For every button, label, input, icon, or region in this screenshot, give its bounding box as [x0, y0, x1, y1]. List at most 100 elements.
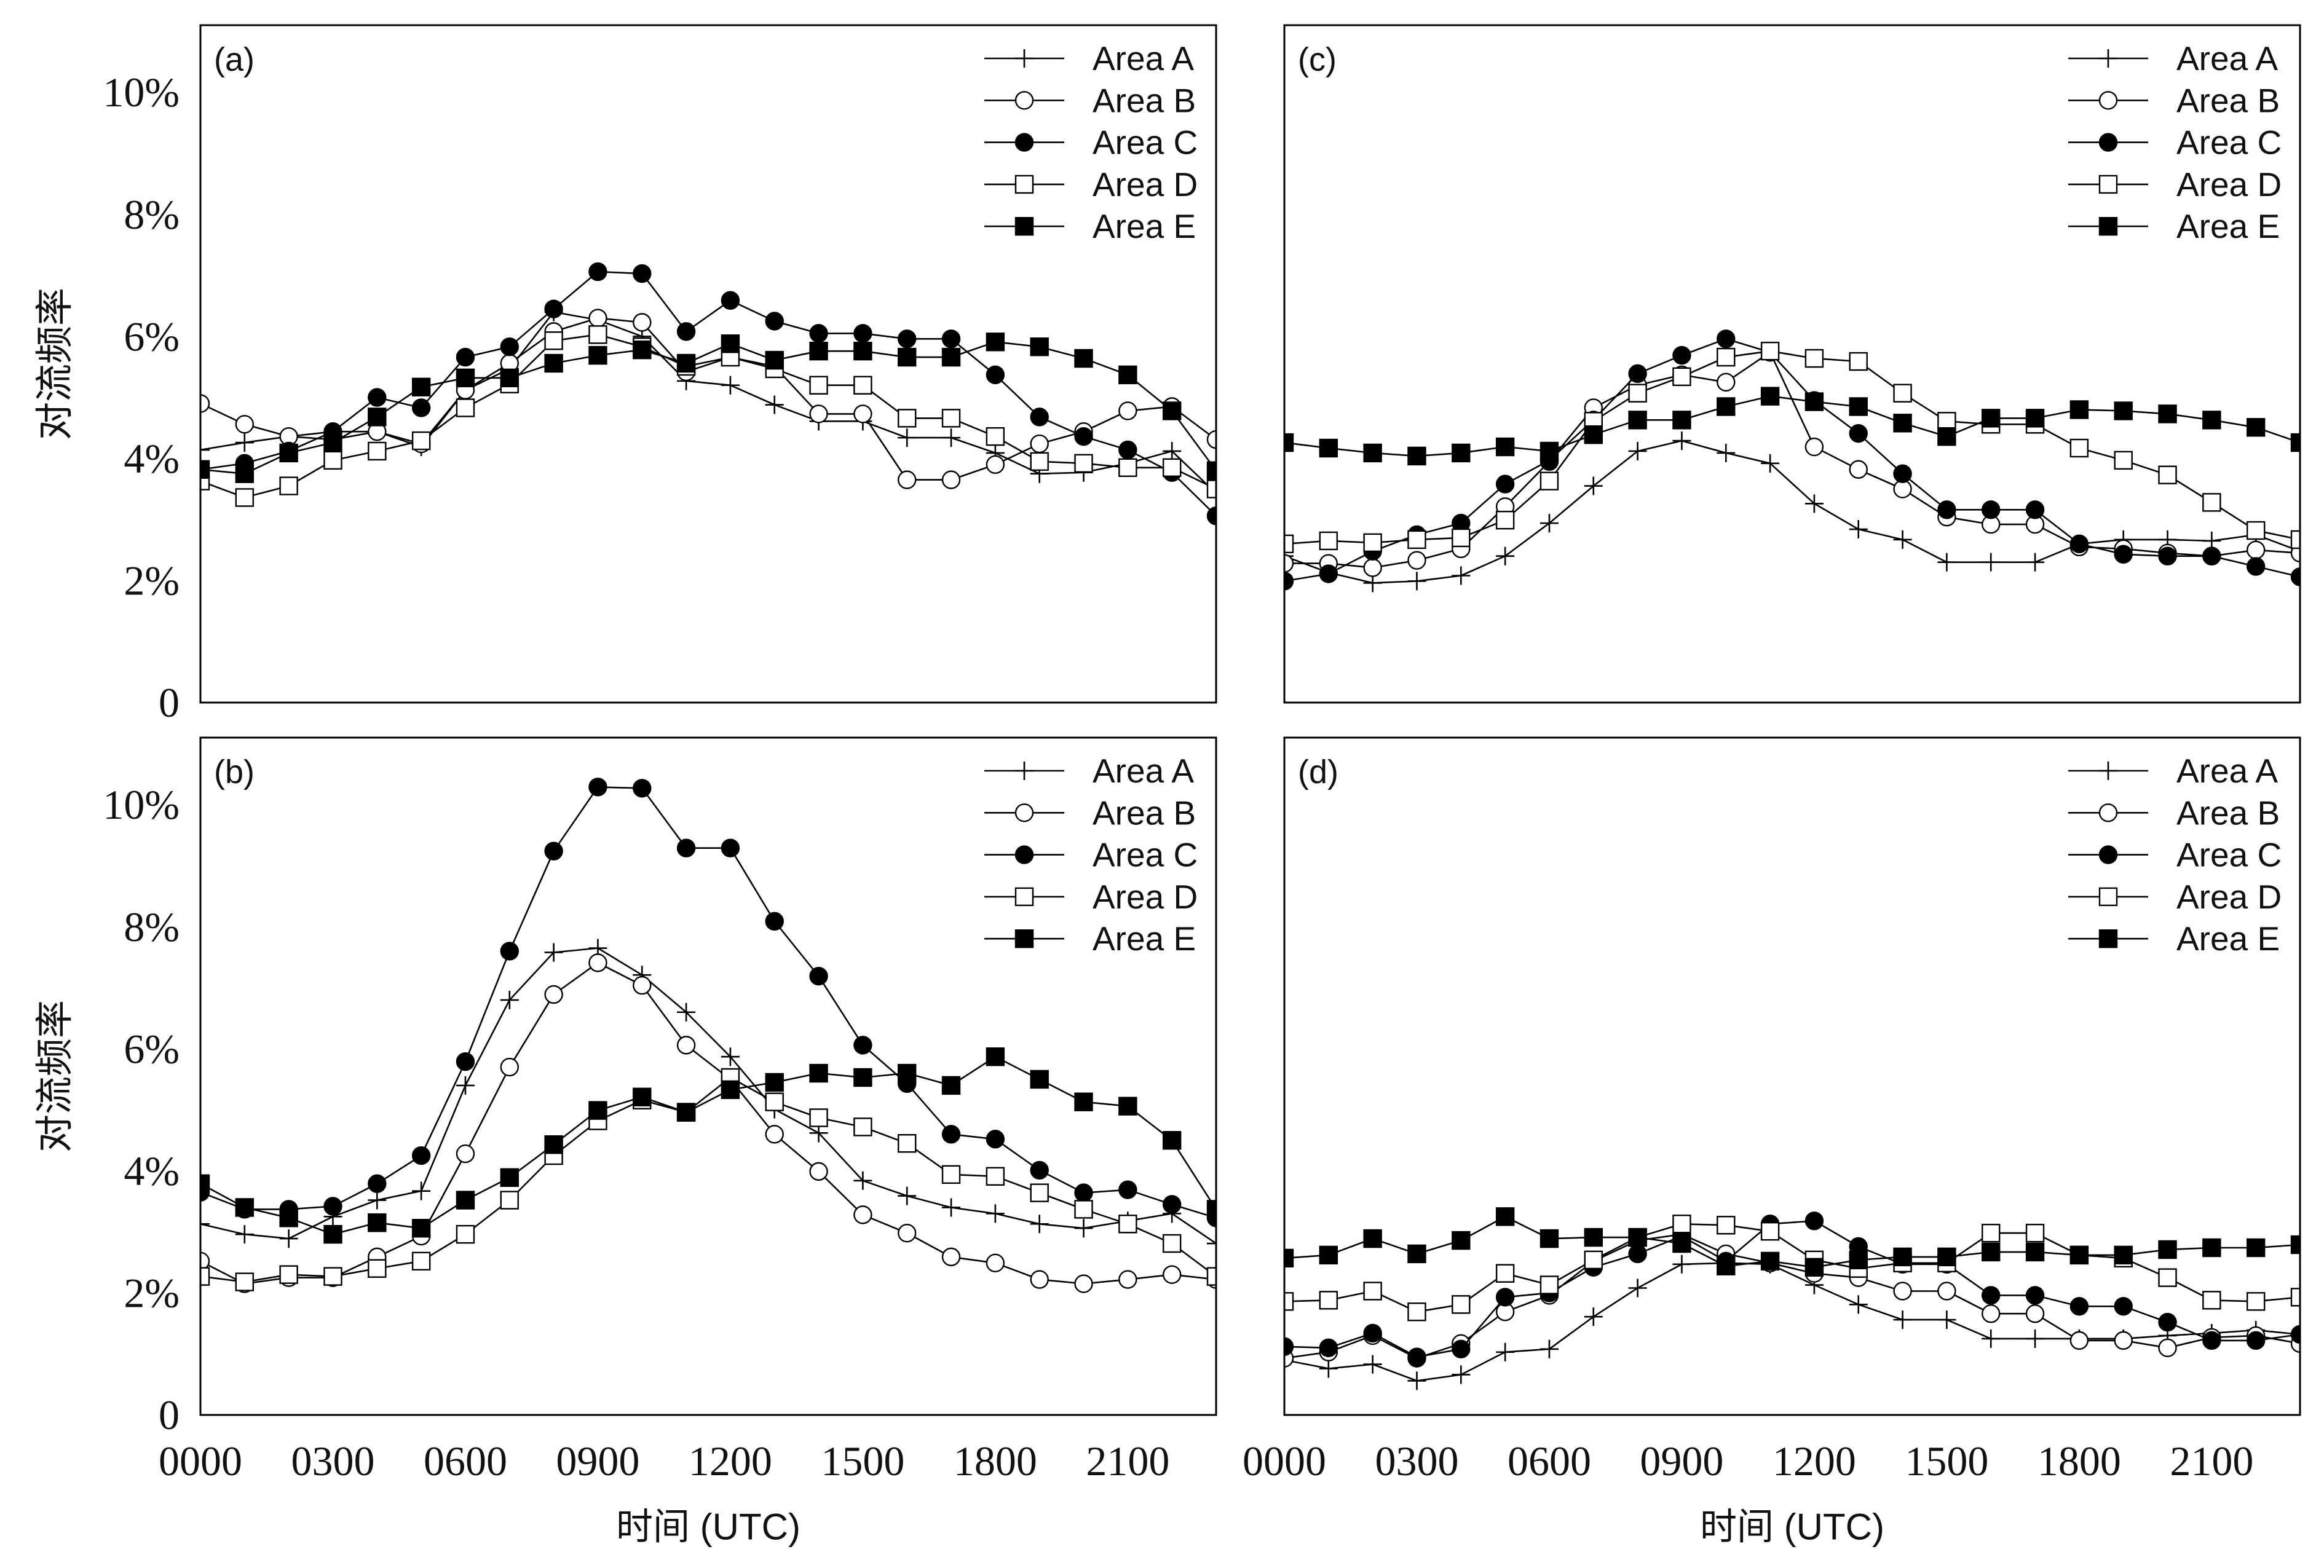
data-point-area-b	[1982, 1304, 2001, 1323]
data-point-area-d	[500, 1191, 519, 1210]
legend-label: Area A	[1093, 39, 1194, 77]
data-point-area-a	[544, 943, 563, 962]
data-point-area-a	[1539, 514, 1559, 533]
data-point-area-d	[1319, 531, 1338, 551]
data-point-area-d	[1849, 352, 1868, 371]
legend-marker-filled-circle	[2098, 133, 2118, 152]
data-point-area-d	[1760, 1221, 1780, 1241]
y-tick-label: 6%	[124, 1025, 180, 1072]
data-point-area-e	[1284, 1248, 1294, 1268]
legend-label: Area E	[2176, 920, 2280, 958]
data-point-area-d	[1407, 530, 1426, 550]
data-point-area-c	[721, 838, 740, 857]
data-point-area-e	[456, 368, 475, 388]
data-point-area-e	[500, 1168, 519, 1188]
data-point-area-d	[2025, 1223, 2045, 1243]
data-point-area-d	[1162, 458, 1182, 477]
data-point-area-a	[986, 1204, 1005, 1223]
axes-frame	[199, 736, 1217, 1416]
data-point-area-e	[1628, 1227, 1647, 1247]
data-point-area-e	[2114, 1245, 2133, 1265]
legend-marker-open-square	[2098, 887, 2118, 907]
legend-marker-open-square	[1014, 887, 1034, 907]
data-point-area-c	[1982, 1286, 2001, 1305]
data-point-area-c	[1717, 329, 1736, 349]
data-point-area-c	[1074, 1183, 1093, 1202]
data-point-area-c	[411, 398, 431, 417]
data-point-area-b	[853, 1205, 872, 1224]
plot-background	[1284, 738, 2300, 1415]
data-point-area-a	[1982, 553, 2001, 572]
legend-marker-filled-square	[1014, 217, 1034, 236]
data-point-area-d	[2246, 1292, 2266, 1311]
x-tick-label: 2100	[2170, 1438, 2253, 1484]
data-point-area-c	[2025, 1286, 2045, 1305]
data-point-area-c	[2158, 1312, 2177, 1332]
data-point-area-e	[1407, 1244, 1426, 1264]
data-point-area-e	[898, 1063, 917, 1083]
data-point-area-d	[2290, 530, 2300, 550]
data-point-area-a	[1672, 1255, 1691, 1274]
data-point-area-e	[1717, 1256, 1736, 1275]
data-point-area-b	[1849, 460, 1868, 479]
y-tick-label: 10%	[103, 69, 180, 116]
data-point-area-d	[200, 1267, 210, 1286]
data-point-area-e	[853, 341, 872, 361]
data-point-area-e	[676, 353, 696, 373]
x-tick-label: 0900	[556, 1438, 639, 1484]
data-point-area-b	[1284, 554, 1294, 573]
data-point-area-a	[2026, 1329, 2045, 1348]
data-point-area-e	[500, 368, 519, 388]
legend-marker-filled-square	[2098, 217, 2118, 236]
data-point-area-c	[2069, 534, 2089, 554]
data-point-area-c	[1030, 1160, 1049, 1180]
data-point-area-b	[986, 455, 1005, 475]
data-point-area-e	[368, 1213, 387, 1232]
data-point-area-e	[765, 1073, 784, 1092]
data-point-area-d	[1030, 1183, 1049, 1202]
x-tick-label: 0000	[1243, 1438, 1326, 1484]
legend-label: Area E	[1093, 920, 1196, 958]
data-point-area-d	[1363, 533, 1382, 553]
data-point-area-e	[411, 1219, 431, 1238]
data-point-area-e	[898, 347, 917, 367]
data-point-area-b	[456, 1144, 475, 1164]
data-point-area-c	[853, 1036, 872, 1055]
data-point-area-e	[765, 350, 784, 370]
legend-marker-plus	[1015, 49, 1034, 68]
data-point-area-d	[853, 1117, 872, 1137]
x-tick-label: 1800	[2037, 1438, 2121, 1484]
data-point-area-d	[809, 1108, 828, 1127]
data-point-area-e	[633, 340, 652, 360]
data-point-area-c	[456, 347, 475, 367]
data-point-area-a	[1207, 1234, 1216, 1253]
y-tick-label: 8%	[124, 904, 180, 950]
legend-label: Area C	[1093, 836, 1198, 874]
data-point-area-d	[2158, 465, 2177, 484]
data-point-area-e	[1760, 1251, 1780, 1271]
data-point-area-a	[1284, 546, 1294, 565]
data-point-area-e	[1937, 1247, 1956, 1267]
data-point-area-d	[1539, 471, 1559, 490]
data-point-area-e	[1118, 365, 1137, 385]
data-point-area-e	[1849, 397, 1868, 416]
data-point-area-e	[544, 353, 563, 373]
data-point-area-b	[633, 313, 652, 332]
data-point-area-e	[200, 460, 210, 479]
data-point-area-e	[1206, 461, 1216, 480]
data-point-area-b	[853, 404, 872, 424]
x-tick-label: 2100	[1086, 1438, 1169, 1484]
data-point-area-c	[2069, 1297, 2089, 1316]
y-tick-label: 10%	[103, 781, 180, 828]
data-point-area-c	[765, 312, 784, 331]
x-axis-label: 时间 (UTC)	[616, 1507, 800, 1548]
data-point-area-a	[1319, 1359, 1338, 1378]
y-tick-label: 0	[159, 1392, 180, 1438]
data-point-area-c	[676, 322, 696, 341]
data-point-area-b	[941, 470, 961, 489]
data-point-area-b	[1118, 401, 1137, 420]
data-point-area-d	[1284, 1292, 1294, 1311]
